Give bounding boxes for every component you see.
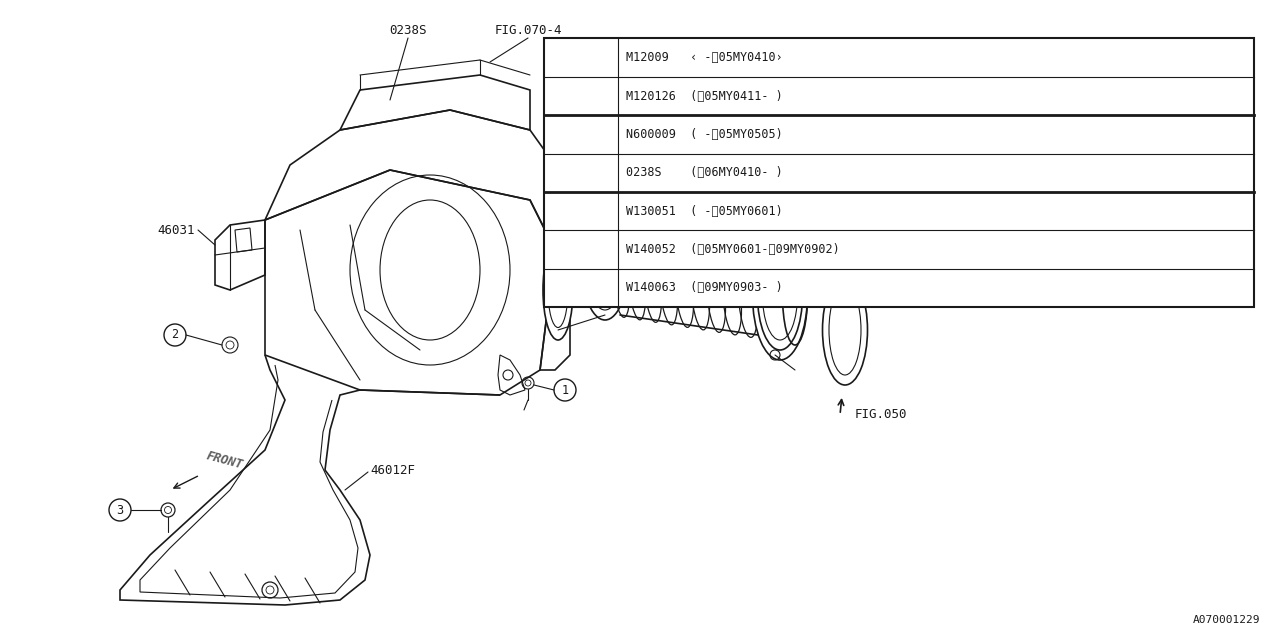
Text: W140063  (‧09MY0903- ): W140063 (‧09MY0903- ) (626, 282, 783, 294)
Text: A070001229: A070001229 (1193, 615, 1260, 625)
Text: 3: 3 (577, 243, 585, 256)
Text: 46012F: 46012F (370, 463, 415, 477)
Text: 46013: 46013 (660, 223, 698, 237)
Ellipse shape (823, 275, 868, 385)
Text: F98404: F98404 (870, 273, 915, 287)
Text: FIG.050: FIG.050 (855, 408, 908, 422)
Text: M120126  (‧05MY0411- ): M120126 (‧05MY0411- ) (626, 90, 783, 102)
Text: 0238S    (‧06MY0410- ): 0238S (‧06MY0410- ) (626, 166, 783, 179)
Text: 1: 1 (562, 383, 568, 397)
Text: 0238S: 0238S (389, 24, 426, 36)
Text: 46031: 46031 (157, 223, 195, 237)
Text: N600009  ( -‧05MY0505): N600009 ( -‧05MY0505) (626, 128, 783, 141)
Text: M12009   ‹ -‧05MY0410›: M12009 ‹ -‧05MY0410› (626, 51, 783, 64)
Text: FRONT: FRONT (205, 449, 244, 471)
Ellipse shape (543, 240, 573, 340)
Text: 2: 2 (577, 147, 585, 160)
Text: 3: 3 (116, 504, 124, 516)
Text: W130051  ( -‧05MY0601): W130051 ( -‧05MY0601) (626, 205, 783, 218)
Text: 1: 1 (577, 70, 585, 83)
Text: F98407: F98407 (630, 189, 675, 202)
Polygon shape (544, 38, 1254, 307)
Text: FIG.070-4: FIG.070-4 (494, 24, 562, 36)
Text: W140052  (‧05MY0601-‧09MY0902): W140052 (‧05MY0601-‧09MY0902) (626, 243, 840, 256)
Ellipse shape (753, 230, 808, 360)
Text: 2: 2 (172, 328, 179, 342)
